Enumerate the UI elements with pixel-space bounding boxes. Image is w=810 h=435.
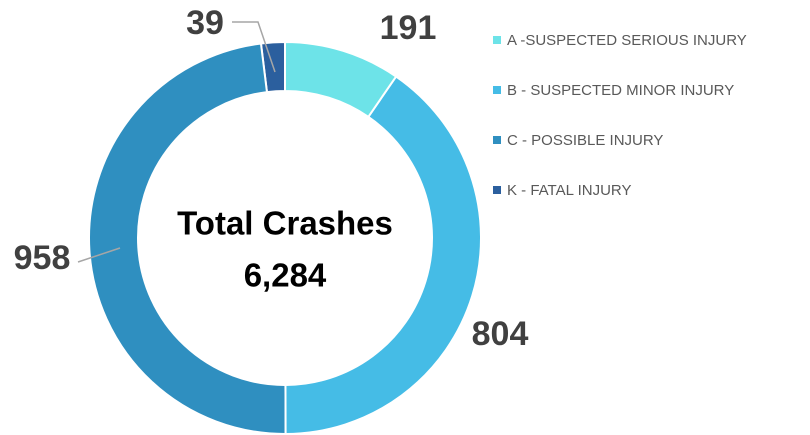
leader-line bbox=[77, 247, 121, 263]
data-label: 958 bbox=[14, 239, 71, 277]
donut-slice bbox=[284, 75, 482, 435]
legend-swatch bbox=[493, 186, 501, 194]
legend-swatch bbox=[493, 36, 501, 44]
legend-label: C - POSSIBLE INJURY bbox=[507, 132, 663, 149]
legend-label: B - SUSPECTED MINOR INJURY bbox=[507, 82, 734, 99]
center-total: 6,284 bbox=[244, 257, 327, 294]
data-label: 39 bbox=[186, 4, 224, 42]
legend-swatch bbox=[493, 136, 501, 144]
data-label: 804 bbox=[472, 315, 529, 353]
donut-slice bbox=[88, 42, 287, 435]
legend-label: A -SUSPECTED SERIOUS INJURY bbox=[507, 32, 747, 49]
legend-label: K - FATAL INJURY bbox=[507, 182, 631, 199]
legend-swatch bbox=[493, 86, 501, 94]
data-label: 191 bbox=[380, 9, 437, 47]
leader-line bbox=[232, 21, 276, 73]
donut-slice bbox=[284, 40, 398, 119]
center-title: Total Crashes bbox=[177, 205, 393, 242]
